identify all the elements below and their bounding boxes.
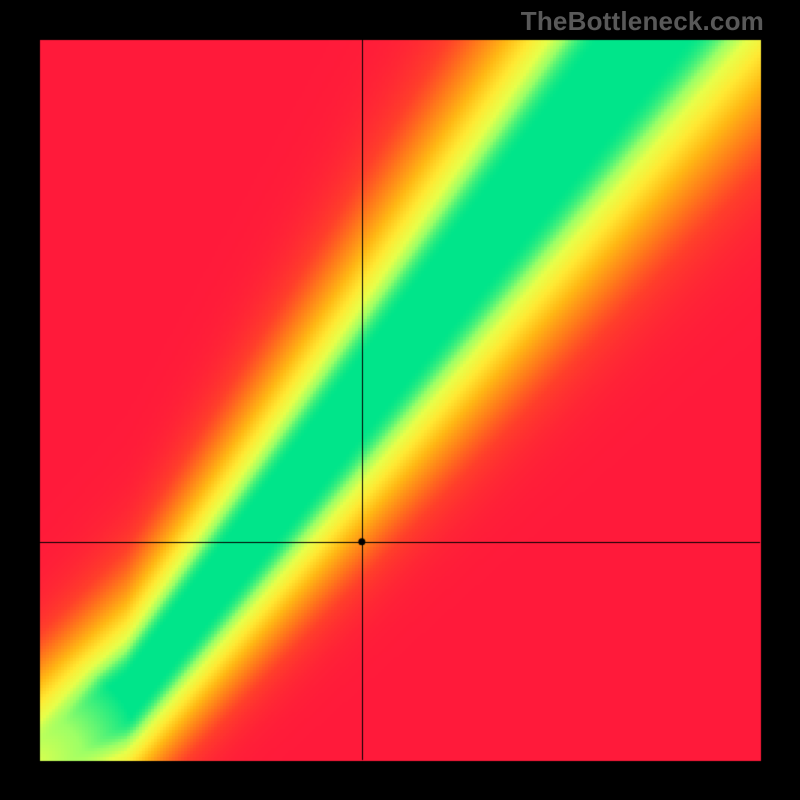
bottleneck-heatmap xyxy=(0,0,800,800)
watermark-text: TheBottleneck.com xyxy=(521,6,764,37)
